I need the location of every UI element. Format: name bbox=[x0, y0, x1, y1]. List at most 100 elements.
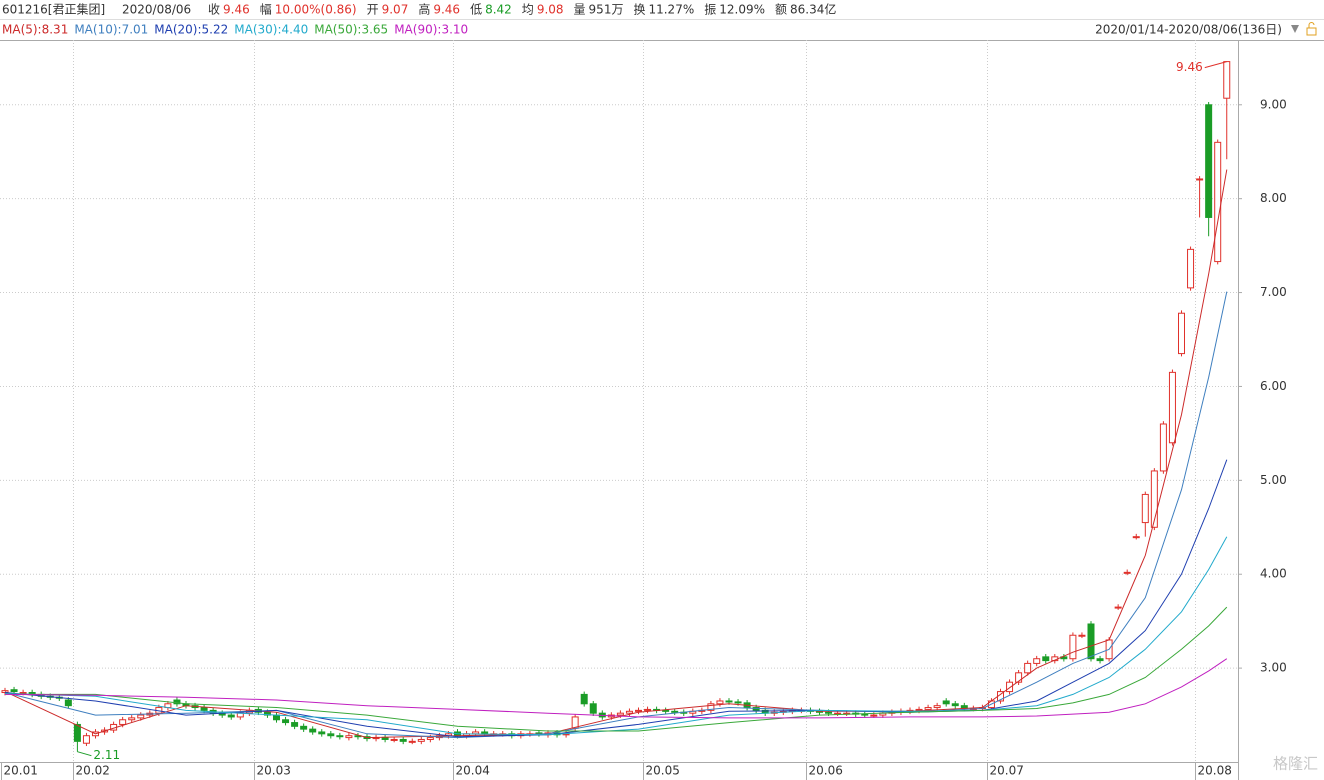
quote-date: 2020/08/06 bbox=[122, 3, 191, 17]
candle-body bbox=[1078, 634, 1086, 637]
candle-body bbox=[1087, 623, 1095, 660]
quote-label: 量 bbox=[574, 3, 586, 17]
candle-body bbox=[426, 737, 434, 740]
x-tick-label: 20.04 bbox=[456, 764, 490, 778]
candle-body bbox=[725, 700, 733, 703]
candle-body bbox=[309, 728, 317, 733]
candle-body bbox=[10, 689, 18, 693]
candle-body bbox=[861, 713, 869, 716]
candle-body bbox=[662, 709, 670, 712]
legend-entry: MA(90):3.10 bbox=[394, 23, 468, 37]
candle-body bbox=[1159, 423, 1167, 472]
candle-body bbox=[137, 714, 145, 719]
candle-body bbox=[1096, 658, 1104, 662]
candle-body bbox=[1006, 681, 1014, 693]
candle-body bbox=[417, 738, 425, 742]
candle-body bbox=[1178, 312, 1185, 355]
dropdown-icon[interactable] bbox=[1291, 25, 1299, 33]
candle-body bbox=[327, 733, 335, 737]
candle-body bbox=[942, 700, 950, 705]
candle-body bbox=[716, 700, 724, 705]
quote-label: 收 bbox=[208, 3, 220, 17]
candle-body bbox=[825, 711, 833, 714]
candle-body bbox=[870, 714, 878, 717]
quote-label: 高 bbox=[418, 2, 430, 17]
candle-body bbox=[1015, 672, 1023, 683]
candle-body bbox=[644, 708, 652, 711]
candle-body bbox=[64, 699, 72, 707]
date-range[interactable]: 2020/01/14-2020/08/06(136日) bbox=[1095, 23, 1282, 37]
candle-body bbox=[1042, 656, 1050, 662]
candle-body bbox=[1024, 662, 1032, 674]
watermark: 格隆汇 bbox=[1273, 755, 1318, 773]
candle-body bbox=[1033, 658, 1041, 664]
y-tick-label: 9.00 bbox=[1260, 97, 1287, 111]
quote-value: 12.09% bbox=[719, 3, 765, 17]
quote-value: 11.27% bbox=[648, 3, 694, 17]
x-tick-label: 20.05 bbox=[646, 764, 680, 778]
candle-body bbox=[19, 692, 27, 695]
candle-body bbox=[291, 722, 299, 727]
quote-value: 9.46 bbox=[223, 3, 250, 17]
x-tick-label: 20.03 bbox=[257, 764, 291, 778]
candle-body bbox=[1196, 178, 1204, 181]
candle-body bbox=[616, 712, 624, 716]
candle-body bbox=[119, 719, 127, 725]
quote-label: 额 bbox=[775, 3, 787, 17]
candle-body bbox=[173, 699, 181, 705]
ma-line bbox=[5, 606, 1228, 732]
quote-value: 9.07 bbox=[382, 3, 409, 17]
ma-line bbox=[4, 658, 1228, 719]
candle-body bbox=[1069, 634, 1077, 660]
candle-body bbox=[318, 731, 326, 735]
y-tick-label: 4.00 bbox=[1260, 567, 1287, 581]
quote-value: 10.00%(0.86) bbox=[275, 3, 357, 17]
candle-body bbox=[625, 710, 633, 714]
annotation: 2.11 bbox=[93, 748, 120, 762]
candle-body bbox=[924, 707, 932, 710]
candle-body bbox=[345, 735, 353, 739]
candle-body bbox=[951, 703, 959, 707]
candle-body bbox=[1141, 493, 1149, 524]
y-tick-label: 6.00 bbox=[1260, 379, 1287, 393]
candle-body bbox=[273, 714, 280, 721]
candle-body bbox=[408, 740, 416, 743]
candle-body bbox=[571, 716, 579, 729]
candle-body bbox=[635, 709, 642, 712]
candle-body bbox=[128, 717, 136, 721]
candle-body bbox=[336, 735, 344, 738]
quote-label: 幅 bbox=[260, 2, 272, 17]
quote-value: 9.08 bbox=[537, 3, 564, 17]
candle-body bbox=[200, 707, 208, 711]
lock-icon[interactable] bbox=[1306, 27, 1317, 36]
x-tick-label: 20.07 bbox=[990, 764, 1024, 778]
quote-label: 均 bbox=[522, 3, 534, 17]
y-tick-label: 3.00 bbox=[1260, 661, 1287, 675]
quote-label: 低 bbox=[470, 3, 482, 17]
candle-body bbox=[671, 710, 679, 713]
candle-body bbox=[1150, 470, 1158, 528]
candle-body bbox=[1223, 61, 1231, 99]
candle-body bbox=[1114, 606, 1122, 609]
candle-body bbox=[381, 737, 389, 740]
candle-body bbox=[933, 705, 941, 709]
candle-body bbox=[82, 735, 90, 744]
ma-line bbox=[4, 536, 1228, 736]
candle-body bbox=[300, 725, 308, 730]
candle-body bbox=[399, 738, 407, 742]
x-tick-label: 20.08 bbox=[1198, 764, 1232, 778]
annotation-line bbox=[77, 751, 92, 757]
quote-label: 振 bbox=[704, 3, 716, 17]
stock-code: 601216[君正集团] bbox=[2, 2, 105, 17]
legend-entry: MA(50):3.65 bbox=[314, 23, 388, 37]
candle-body bbox=[1187, 248, 1195, 289]
legend-entry: MA(20):5.22 bbox=[154, 23, 228, 37]
quote-value: 8.42 bbox=[485, 3, 512, 17]
quote-label: 换 bbox=[633, 3, 645, 17]
quote-value: 86.34亿 bbox=[790, 2, 836, 17]
candle-body bbox=[580, 693, 588, 705]
x-tick-label: 20.02 bbox=[76, 764, 110, 778]
